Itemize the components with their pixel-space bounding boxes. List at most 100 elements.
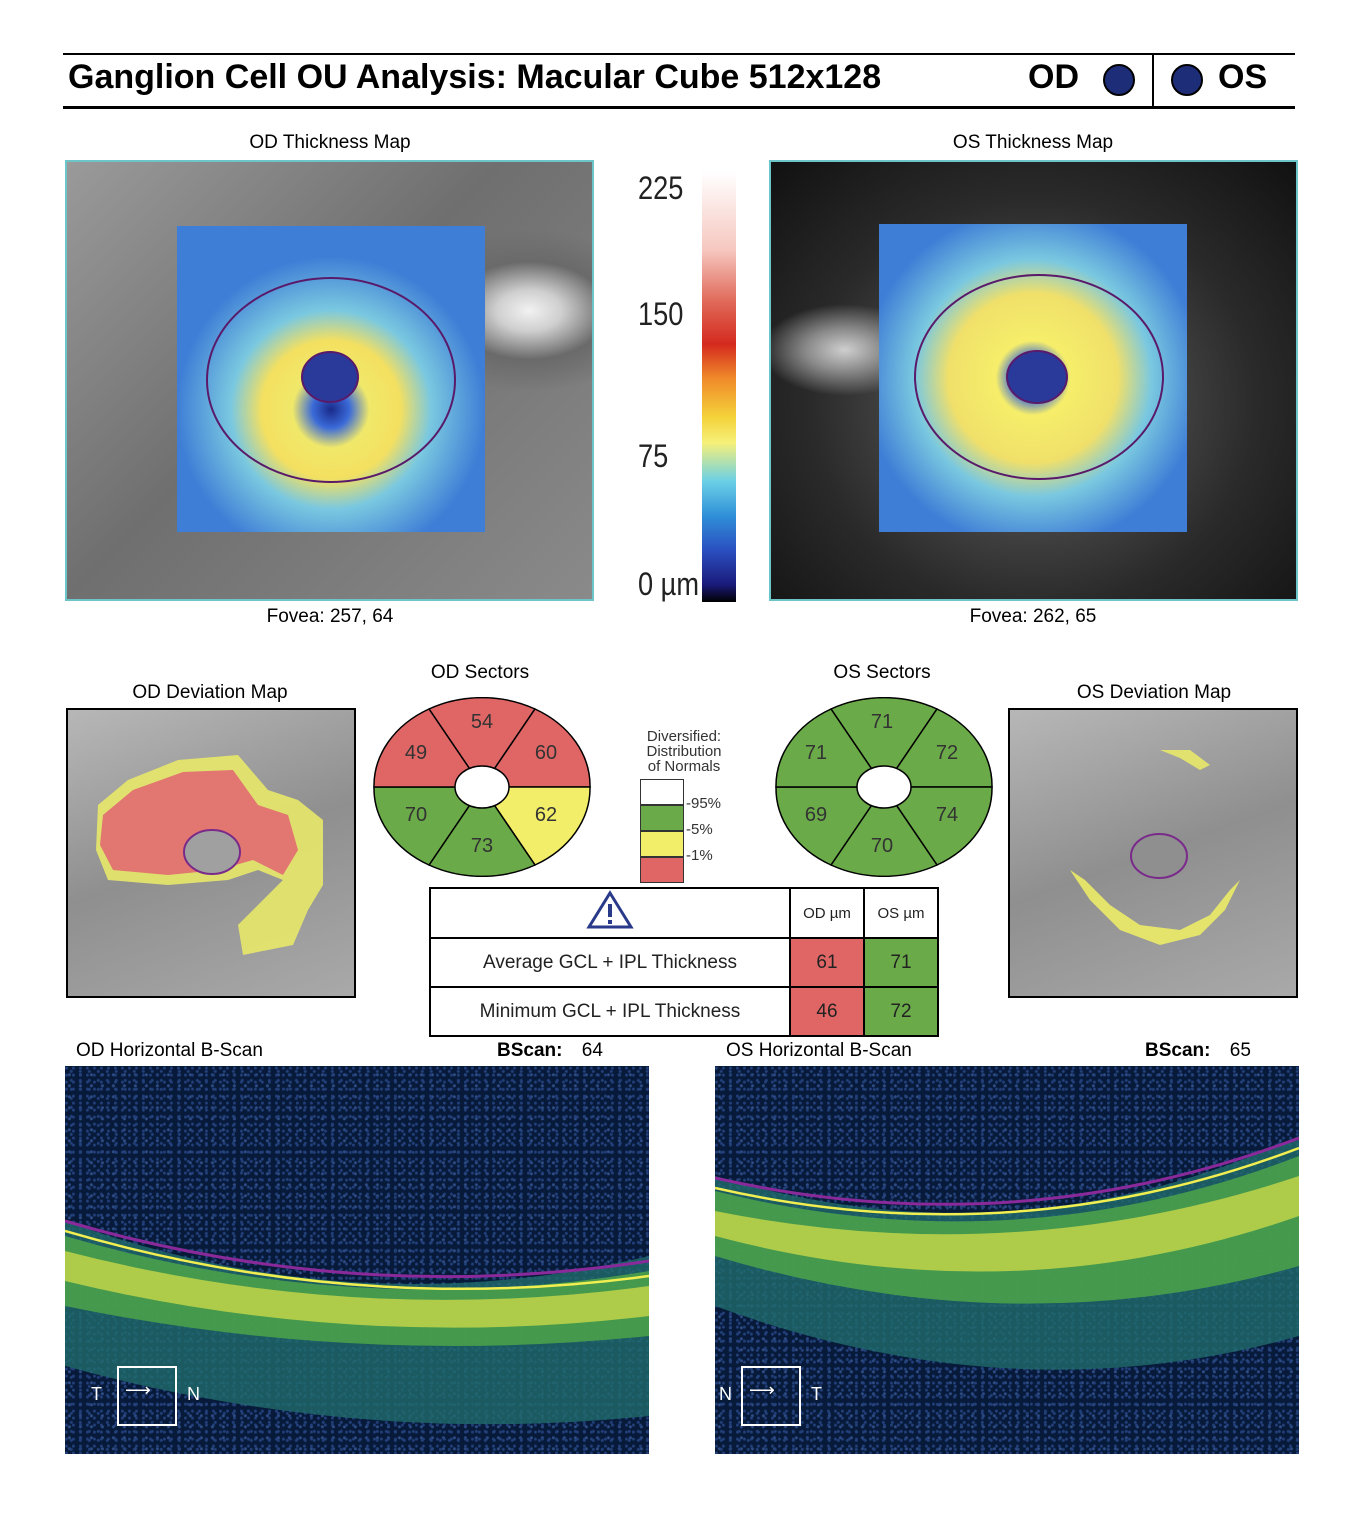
os-eye-label: OS [1218, 58, 1268, 96]
os-bscan-index: 65 [1229, 1040, 1251, 1061]
os-thickness-map[interactable] [769, 160, 1298, 601]
os-inner-ellipse [1006, 350, 1068, 404]
legend-label-5: -5% [686, 821, 713, 838]
summary-row-minimum: Minimum GCL + IPL Thickness 46 72 [429, 986, 939, 1037]
summary-col-od: OD µm [789, 887, 865, 939]
os-orientation-left: N [719, 1384, 732, 1404]
od-sector-top [427, 697, 537, 789]
os-orientation-indicator: N ⟶ T [719, 1366, 849, 1426]
od-sector-top-value: 54 [471, 711, 493, 733]
os-deviation-map-title: OS Deviation Map [1076, 682, 1232, 703]
summary-col-os: OS µm [863, 887, 939, 939]
legend-swatch-yellow [640, 831, 684, 857]
os-thickness-map-title: OS Thickness Map [952, 132, 1114, 153]
os-sector-chart[interactable]: 71 71 72 69 74 70 [774, 697, 994, 877]
os-bscan-layers [715, 1136, 1299, 1370]
od-sector-center [454, 765, 510, 809]
os-orientation-arrow-icon: ⟶ [749, 1380, 775, 1400]
os-fovea-caption: Fovea: 262, 65 [969, 606, 1097, 627]
summary-average-od: 61 [789, 937, 865, 988]
os-sector-top-value: 71 [871, 711, 893, 733]
report-title: Ganglion Cell OU Analysis: Macular Cube … [68, 58, 882, 96]
od-sector-chart[interactable]: 54 49 60 70 62 73 [372, 697, 592, 877]
os-thickness-colormap [879, 224, 1187, 532]
legend-label-1: -1% [686, 847, 713, 864]
os-sectors-title: OS Sectors [833, 662, 931, 683]
os-bscan-label: BScan: 65 [1145, 1040, 1251, 1062]
od-sector-lower-left [373, 786, 484, 866]
od-eye-dot-icon [1103, 64, 1135, 96]
os-orientation-right: T [811, 1384, 822, 1404]
legend-title-line-2: Distribution [646, 743, 722, 760]
od-sector-bottom-value: 73 [471, 835, 493, 857]
os-bscan-image[interactable]: N ⟶ T [715, 1066, 1299, 1454]
os-sector-upper-right-value: 72 [936, 742, 958, 764]
od-bscan-label: BScan: 64 [497, 1040, 603, 1062]
os-sector-lower-left [775, 786, 886, 866]
od-sector-upper-right-value: 60 [535, 742, 557, 764]
od-sector-lower-right-value: 62 [535, 804, 557, 826]
od-sector-upper-left [373, 708, 484, 788]
scale-tick-150: 150 [638, 296, 684, 332]
summary-minimum-os: 72 [863, 986, 939, 1037]
os-deviation-map[interactable] [1008, 708, 1298, 998]
scale-tick-0: 0 µm [638, 566, 700, 602]
warning-triangle-icon [586, 890, 634, 929]
header-divider [1152, 55, 1154, 107]
od-bscan-image[interactable]: T ⟶ N [65, 1066, 649, 1454]
od-orientation-box [117, 1366, 177, 1426]
thickness-color-scale [702, 172, 736, 602]
od-orientation-left: T [91, 1384, 102, 1404]
scale-tick-225: 225 [638, 170, 684, 206]
legend-swatch-normal [640, 779, 684, 805]
os-sector-lower-left-value: 69 [805, 804, 827, 826]
od-sector-upper-left-value: 49 [405, 742, 427, 764]
os-sector-upper-left [775, 708, 886, 788]
os-sector-upper-right [882, 708, 993, 788]
header-top-rule [63, 53, 1295, 55]
od-sectors-title: OD Sectors [430, 662, 530, 683]
summary-average-os: 71 [863, 937, 939, 988]
od-bscan-layers [65, 1219, 649, 1425]
od-orientation-right: N [187, 1384, 200, 1404]
legend-value-95: 95% [691, 795, 722, 812]
os-sector-bottom [829, 785, 939, 877]
legend-label-95: -95% [686, 795, 722, 812]
od-deviation-map-title: OD Deviation Map [132, 682, 288, 703]
os-sector-bottom-value: 70 [871, 835, 893, 857]
od-sector-lower-right [480, 786, 591, 866]
os-bscan-label-text: BScan: [1145, 1040, 1211, 1061]
legend-swatch-red [640, 857, 684, 883]
summary-header-row: OD µm OS µm [429, 887, 939, 939]
legend-title-line-3: of Normals [647, 758, 721, 775]
os-sector-top [829, 697, 939, 789]
summary-minimum-label: Minimum GCL + IPL Thickness [429, 986, 791, 1037]
od-deviation-overlay [96, 755, 323, 955]
od-thickness-map[interactable] [65, 160, 594, 601]
os-sector-lower-right [882, 786, 993, 866]
od-eye-label: OD [1028, 58, 1079, 96]
legend-value-5: 5% [691, 821, 713, 838]
header-bottom-rule [63, 106, 1295, 109]
od-inner-ellipse [301, 351, 359, 403]
legend-title-line-1: Diversified: [646, 728, 722, 745]
summary-minimum-od: 46 [789, 986, 865, 1037]
legend-title: Diversified: Distribution of Normals [630, 729, 738, 774]
legend-swatch-green [640, 805, 684, 831]
summary-row-average: Average GCL + IPL Thickness 61 71 [429, 937, 939, 988]
scale-tick-75: 75 [638, 438, 669, 474]
thickness-summary-table: OD µm OS µm Average GCL + IPL Thickness … [429, 887, 939, 1037]
od-bscan-label-text: BScan: [497, 1040, 563, 1061]
od-orientation-arrow-icon: ⟶ [125, 1380, 151, 1400]
od-sector-bottom [427, 785, 537, 877]
os-sector-center [856, 765, 912, 809]
od-thickness-colormap [177, 226, 485, 532]
legend-value-1: 1% [691, 847, 713, 864]
od-sector-upper-right [480, 708, 591, 788]
od-bscan-title: OD Horizontal B-Scan [76, 1040, 263, 1061]
summary-warning-cell [429, 887, 791, 939]
od-bscan-index: 64 [581, 1040, 603, 1061]
od-thickness-map-title: OD Thickness Map [249, 132, 411, 153]
os-sector-upper-left-value: 71 [805, 742, 827, 764]
od-deviation-map[interactable] [66, 708, 356, 998]
